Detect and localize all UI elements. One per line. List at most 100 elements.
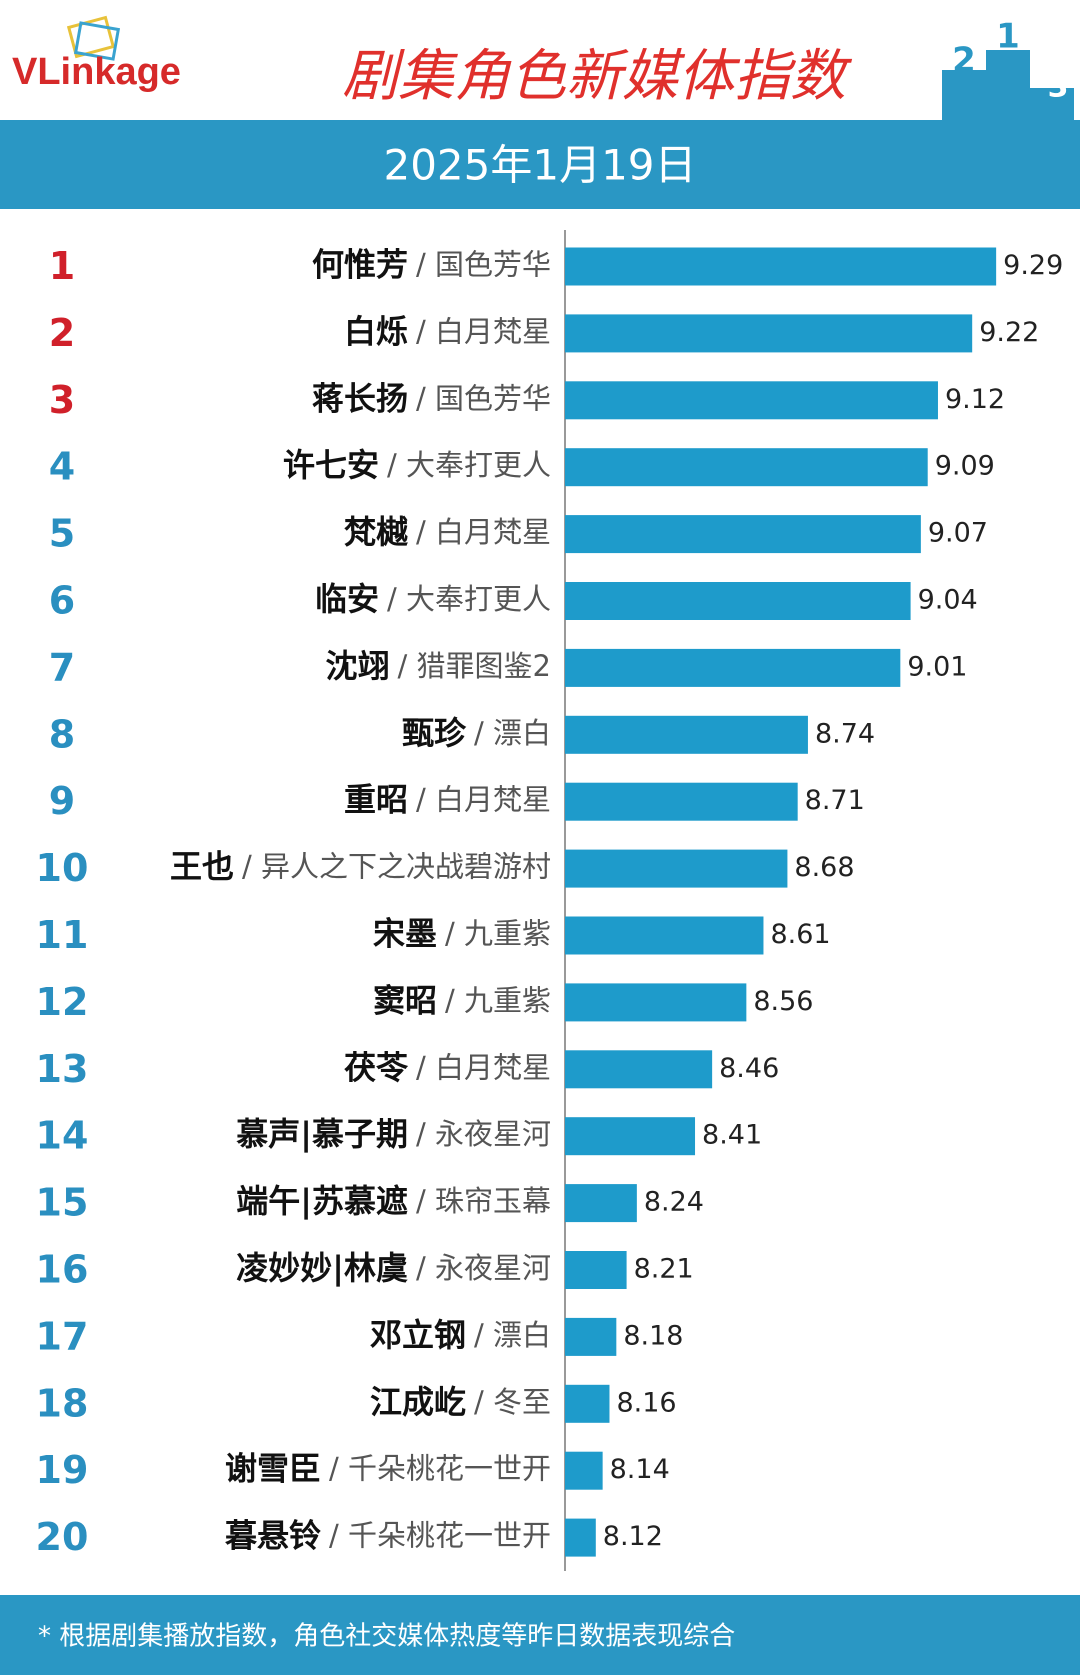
row-label: 邓立钢 / 漂白 xyxy=(370,1316,551,1354)
show-name: / 白月梵星 xyxy=(416,314,551,348)
rank: 17 xyxy=(36,1314,89,1358)
row-label: 甄珍 / 漂白 xyxy=(402,714,551,752)
podium-label: 2 xyxy=(952,41,976,81)
show-name: / 九重紫 xyxy=(445,917,551,951)
rank: 11 xyxy=(36,913,89,957)
value-label: 8.12 xyxy=(603,1521,663,1552)
rank: 19 xyxy=(36,1448,89,1492)
value-label: 8.61 xyxy=(770,919,830,950)
value-label: 8.16 xyxy=(616,1387,676,1418)
rank: 12 xyxy=(36,980,89,1024)
show-name: / 千朵桃花一世开 xyxy=(329,1519,551,1553)
show-name: / 白月梵星 xyxy=(416,515,551,549)
bar xyxy=(565,983,747,1022)
character-name: 茯苓 xyxy=(344,1048,409,1086)
logo: VLinkage xyxy=(12,51,181,93)
bar xyxy=(565,1251,627,1289)
row-label: 窦昭 / 九重紫 xyxy=(373,981,551,1019)
rank: 18 xyxy=(36,1381,89,1425)
bar xyxy=(565,381,938,420)
rank: 5 xyxy=(49,512,75,556)
chart-title: 剧集角色新媒体指数 xyxy=(342,44,853,109)
show-name: / 国色芳华 xyxy=(416,381,551,415)
character-name: 王也 xyxy=(170,848,234,886)
show-name: / 千朵桃花一世开 xyxy=(329,1452,551,1486)
character-name: 慕声|慕子期 xyxy=(236,1115,408,1154)
character-name: 许七安 xyxy=(283,446,379,484)
rank: 10 xyxy=(36,846,89,890)
rank: 9 xyxy=(49,779,75,823)
value-label: 8.74 xyxy=(815,718,875,749)
value-label: 8.14 xyxy=(610,1454,670,1485)
rank: 13 xyxy=(36,1047,89,1091)
rank: 15 xyxy=(36,1181,89,1225)
value-label: 8.41 xyxy=(702,1120,762,1151)
row-label: 凌妙妙|林虞 / 永夜星河 xyxy=(236,1249,551,1288)
value-label: 8.68 xyxy=(794,852,854,883)
show-name: / 国色芳华 xyxy=(416,248,551,282)
show-name: / 珠帘玉幕 xyxy=(416,1184,551,1218)
bar xyxy=(565,648,901,687)
character-name: 宋墨 xyxy=(373,915,437,953)
character-name: 梵樾 xyxy=(344,513,409,551)
bar xyxy=(565,247,997,286)
character-name: 蒋长扬 xyxy=(312,379,408,417)
row-label: 宋墨 / 九重紫 xyxy=(373,915,551,953)
show-name: / 猎罪图鉴2 xyxy=(398,649,551,683)
row-label: 谢雪臣 / 千朵桃花一世开 xyxy=(225,1450,551,1488)
show-name: / 白月梵星 xyxy=(416,1050,551,1084)
character-name: 端午|苏慕遮 xyxy=(236,1182,408,1221)
character-name: 窦昭 xyxy=(373,981,437,1019)
bar xyxy=(565,314,973,353)
podium-label: 3 xyxy=(1048,70,1069,105)
character-name: 何惟芳 xyxy=(312,246,408,284)
value-label: 8.56 xyxy=(753,986,813,1017)
rank: 16 xyxy=(36,1248,89,1292)
date-band xyxy=(0,120,1080,209)
character-name: 邓立钢 xyxy=(370,1316,466,1354)
character-name: 暮悬铃 xyxy=(225,1517,321,1555)
character-name: 凌妙妙|林虞 xyxy=(236,1249,408,1288)
row-label: 何惟芳 / 国色芳华 xyxy=(312,246,551,284)
bar xyxy=(565,1050,713,1089)
show-name: / 永夜星河 xyxy=(416,1117,551,1151)
row-label: 白烁 / 白月梵星 xyxy=(344,312,551,350)
show-name: / 大奉打更人 xyxy=(387,582,551,616)
rank: 14 xyxy=(36,1114,89,1158)
rank: 20 xyxy=(36,1515,89,1559)
character-name: 临安 xyxy=(315,580,379,618)
value-label: 8.46 xyxy=(719,1053,779,1084)
bar xyxy=(565,715,808,754)
footnote: * 根据剧集播放指数，角色社交媒体热度等昨日数据表现综合 xyxy=(38,1622,735,1652)
row-label: 王也 / 异人之下之决战碧游村 xyxy=(170,848,551,886)
character-name: 重昭 xyxy=(344,781,408,819)
row-label: 临安 / 大奉打更人 xyxy=(315,580,551,618)
row-label: 梵樾 / 白月梵星 xyxy=(344,513,551,551)
bar xyxy=(565,582,911,620)
show-name: / 漂白 xyxy=(474,1318,551,1352)
row-label: 暮悬铃 / 千朵桃花一世开 xyxy=(225,1517,551,1555)
bar xyxy=(565,1384,610,1423)
podium-label: 1 xyxy=(996,17,1020,57)
rank: 8 xyxy=(49,712,75,756)
bar xyxy=(565,515,921,554)
bar xyxy=(565,1184,637,1223)
show-name: / 九重紫 xyxy=(445,983,551,1017)
bar xyxy=(565,1451,603,1490)
bar xyxy=(565,1117,696,1156)
show-name: / 永夜星河 xyxy=(416,1251,551,1285)
rank: 2 xyxy=(49,311,75,355)
character-name: 江成屹 xyxy=(370,1383,466,1421)
bar xyxy=(565,782,798,821)
logo-icon xyxy=(66,15,121,61)
value-label: 9.29 xyxy=(1003,250,1063,281)
rank: 1 xyxy=(49,244,75,288)
value-label: 8.71 xyxy=(805,785,865,816)
show-name: / 异人之下之决战碧游村 xyxy=(242,850,551,884)
row-label: 许七安 / 大奉打更人 xyxy=(283,446,551,484)
show-name: / 冬至 xyxy=(474,1385,551,1419)
value-label: 9.12 xyxy=(945,384,1005,415)
bar xyxy=(565,448,928,487)
rank: 4 xyxy=(49,445,75,489)
